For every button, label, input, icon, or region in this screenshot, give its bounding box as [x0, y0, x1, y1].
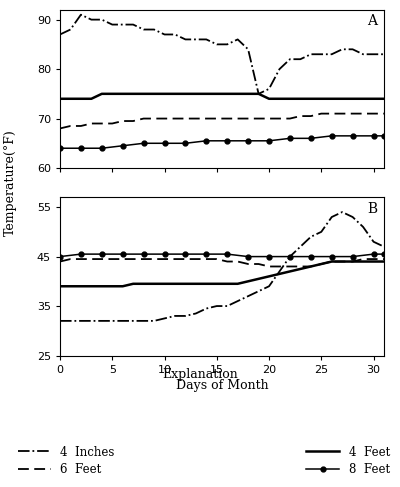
- X-axis label: Days of Month: Days of Month: [176, 379, 268, 392]
- Text: A: A: [368, 15, 378, 28]
- Text: Temperature(°F): Temperature(°F): [4, 129, 17, 236]
- Legend: 4  Feet, 8  Feet: 4 Feet, 8 Feet: [306, 446, 390, 476]
- Legend: 4  Inches, 6  Feet: 4 Inches, 6 Feet: [18, 446, 115, 476]
- Text: Explanation: Explanation: [162, 368, 238, 381]
- Text: B: B: [367, 202, 378, 216]
